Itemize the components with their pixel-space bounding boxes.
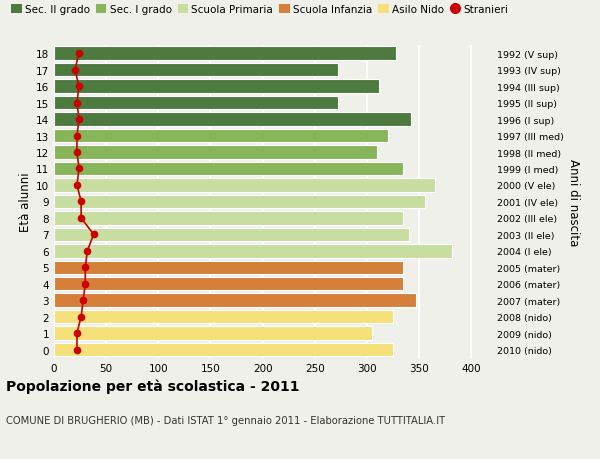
Bar bbox=[54, 343, 393, 357]
Bar bbox=[54, 146, 377, 159]
Bar bbox=[54, 195, 425, 209]
Bar bbox=[54, 80, 379, 94]
Bar bbox=[54, 97, 338, 110]
Bar bbox=[54, 47, 396, 61]
Legend: Sec. II grado, Sec. I grado, Scuola Primaria, Scuola Infanzia, Asilo Nido, Stran: Sec. II grado, Sec. I grado, Scuola Prim… bbox=[11, 5, 509, 15]
Bar bbox=[54, 179, 434, 192]
Bar bbox=[54, 129, 388, 143]
Bar bbox=[54, 261, 403, 274]
Bar bbox=[54, 245, 452, 258]
Bar bbox=[54, 327, 372, 340]
Bar bbox=[54, 162, 403, 176]
Bar bbox=[54, 310, 393, 324]
Bar bbox=[54, 64, 338, 77]
Y-axis label: Età alunni: Età alunni bbox=[19, 172, 32, 232]
Y-axis label: Anni di nascita: Anni di nascita bbox=[568, 158, 580, 246]
Text: Popolazione per età scolastica - 2011: Popolazione per età scolastica - 2011 bbox=[6, 379, 299, 393]
Bar bbox=[54, 113, 410, 127]
Bar bbox=[54, 228, 409, 241]
Bar bbox=[54, 294, 416, 307]
Text: COMUNE DI BRUGHERIO (MB) - Dati ISTAT 1° gennaio 2011 - Elaborazione TUTTITALIA.: COMUNE DI BRUGHERIO (MB) - Dati ISTAT 1°… bbox=[6, 415, 445, 425]
Bar bbox=[54, 277, 403, 291]
Bar bbox=[54, 212, 403, 225]
